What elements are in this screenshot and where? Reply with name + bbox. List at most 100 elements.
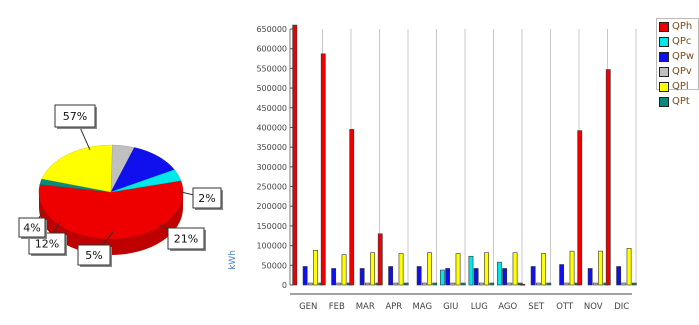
bar-QPh-MAR [349,129,355,286]
bar-QPl-GIU [455,253,461,286]
bar-QPt-MAG [432,282,438,286]
bar-QPw-OTT [559,264,565,286]
bar-QPh-DIC [605,69,611,286]
pie-label-box-5 [18,217,46,238]
pie-side-0 [39,192,183,255]
y-tick-label: 600000 [256,45,287,54]
bar-QPl-DIC [626,248,632,286]
bar-QPh-APR [377,233,383,286]
legend-label: QPl [672,81,689,92]
y-tick-label: 300000 [256,163,287,172]
bar-QPl-MAG [427,252,432,286]
bar-QPt-APR [403,282,409,286]
y-tick-label: 500000 [256,84,287,93]
legend-swatch [659,96,669,107]
bar-QPw-MAR [359,268,365,286]
x-tick-label: OTT [556,302,574,312]
legend-item: QPh [659,19,698,34]
legend-label: QPt [672,96,690,107]
pie-label-box-2 [167,227,205,250]
bar-QPl-APR [398,253,404,286]
legend-item: QPc [659,34,698,49]
bar-QPv-DIC [621,282,627,286]
x-tick-label: MAG [412,302,432,312]
x-tick-label: LUG [471,302,488,312]
y-tick-label: 450000 [256,104,287,113]
bar-QPl-LUG [484,252,489,286]
pie-label-box-1 [192,187,222,209]
bar-QPv-GIU [450,282,456,286]
bar-QPl-FEB [341,254,347,286]
bar-QPv-APR [393,282,399,286]
pie-label-box-0 [54,104,96,128]
bar-QPv-GEN [307,282,313,286]
bar-QPh-SET [520,283,526,286]
y-tick-label: 100000 [256,242,287,251]
y-tick-label: 200000 [256,202,287,211]
bar-QPw-AGO [502,268,508,286]
pie-tops [38,144,184,240]
legend-item: QPw [659,49,698,64]
bar-QPl-AGO [512,252,518,286]
bar-QPv-FEB [336,282,342,286]
legend-label: QPh [672,21,693,32]
bar-QPw-NOV [587,268,593,286]
bar-QPw-APR [388,266,394,286]
y-tick-label: 400000 [256,123,287,132]
x-tick-label: NOV [584,302,603,312]
legend-swatch [659,21,669,32]
legend-label: QPc [672,36,692,47]
bar-QPw-FEB [331,268,337,286]
x-tick-label: DIC [614,302,629,312]
y-axis-label: kWh [228,250,238,270]
bar-QPl-MAR [370,252,375,286]
bar-QPh-NOV [577,130,583,286]
pie-slice-0 [38,180,184,240]
legend-swatch [659,81,669,92]
bar-QPt-GIU [460,282,466,286]
legend-swatch [659,66,669,77]
bar-QPv-OTT [564,282,570,286]
x-tick-label: APR [385,302,402,312]
bar-QPv-AGO [507,282,513,286]
bar-QPc-GIU [440,269,445,286]
y-tick-label: 250000 [256,183,287,192]
x-tick-label: GIU [443,302,458,312]
bar-QPw-DIC [616,266,622,286]
bar-QPw-GIU [445,268,451,286]
x-tick-label: MAR [356,302,375,312]
y-tick-label: 550000 [256,64,287,73]
bar-QPt-DIC [631,282,637,286]
y-grid: 6500006000005500005000004500004000003500… [256,25,293,290]
legend-label: QPw [672,51,695,62]
pie-label-5: 4% [23,222,40,235]
bar-QPl-SET [541,253,546,286]
bar-QPw-LUG [473,268,479,286]
bar-QPh-FEB [320,53,326,286]
y-tick-label: 150000 [256,222,287,231]
bar-QPc-AGO [497,261,502,286]
legend-item: QPl [659,79,698,94]
x-tick-label: GEN [299,302,317,312]
pie-label-2: 21% [174,233,198,246]
legend-item: QPt [659,94,698,109]
pie-label-1: 2% [198,192,215,205]
bar-QPv-LUG [478,282,484,286]
y-tick-label: 0 [282,281,287,290]
bar-QPt-SET [546,282,552,286]
legend-label: QPv [672,66,692,77]
bar-QPl-NOV [598,250,603,286]
bar-QPt-LUG [489,282,495,286]
bar-QPl-GEN [313,250,318,286]
legend-swatch [659,36,669,47]
pie-sides [39,192,183,255]
bars [292,24,637,286]
bar-QPh-GEN [292,24,298,286]
bar-QPv-SET [535,282,541,286]
x-tick-label: FEB [329,302,345,312]
y-tick-label: 50000 [262,261,287,270]
pie-labels: 57% 2% 21% 5% 12% 4% [18,104,223,267]
pie-label-box-3 [77,244,111,266]
bar-QPw-SET [530,266,536,286]
